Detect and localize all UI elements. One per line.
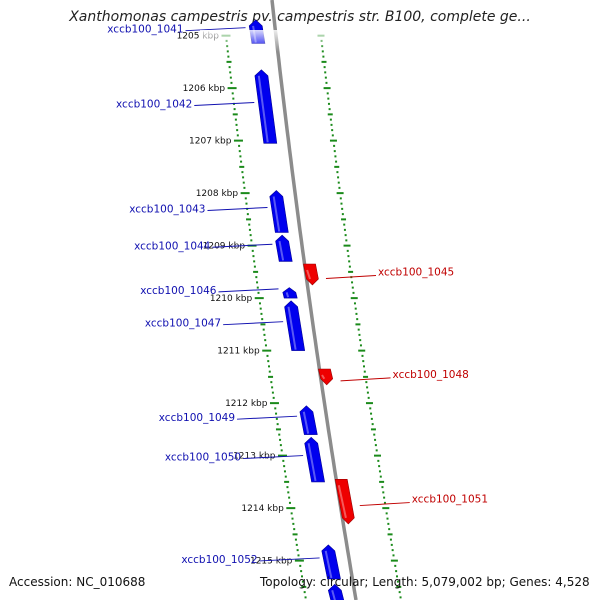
gene-label: xccb100_1051: [412, 494, 488, 506]
kbp-label: 1213 kbp: [233, 452, 276, 462]
kbp-label: 1207 kbp: [189, 137, 232, 147]
forward-gene-arrow: [284, 300, 306, 351]
reverse-gene-arrow: [303, 263, 319, 286]
gene-label-leader: [218, 288, 279, 293]
forward-gene-arrow: [254, 69, 278, 144]
gene-label: xccb100_1045: [378, 267, 454, 279]
top-fade: [200, 30, 400, 52]
gene-label-leader: [359, 502, 410, 507]
kbp-label: 1206 kbp: [183, 84, 226, 94]
gene-label-leader: [194, 102, 255, 106]
forward-gene-arrow: [327, 583, 345, 600]
kbp-label: 1205 kbp: [177, 32, 220, 42]
kbp-label: 1215 kbp: [250, 557, 293, 567]
kbp-label: 1208 kbp: [196, 189, 239, 199]
forward-gene-arrow: [269, 190, 289, 233]
gene-label: xccb100_1047: [145, 318, 221, 330]
gene-highlight: [321, 374, 326, 380]
gene-highlight: [302, 411, 310, 434]
gene-label: xccb100_1042: [116, 99, 192, 111]
reverse-gene-arrow: [318, 368, 334, 386]
gene-label-leader: [207, 207, 268, 211]
kbp-label: 1211 kbp: [217, 347, 260, 357]
gene-label-leader: [340, 377, 391, 382]
gene-label: xccb100_1049: [159, 412, 235, 424]
kbp-label: 1210 kbp: [210, 294, 253, 304]
gene-label-leader: [325, 275, 376, 279]
gene-highlight: [285, 292, 290, 298]
gene-label-leader: [185, 27, 246, 32]
forward-gene-arrow: [304, 436, 325, 483]
gene-label: xccb100_1046: [140, 285, 217, 297]
forward-gene-arrow: [275, 234, 293, 262]
gene-label: xccb100_1050: [165, 452, 241, 464]
map-title: Xanthomonas campestris pv. campestris st…: [69, 9, 531, 25]
accession-label: Accession: NC_010688: [9, 575, 146, 589]
reverse-gene-arrow: [334, 478, 355, 525]
gene-label-leader: [212, 243, 273, 248]
gene-highlight: [272, 196, 281, 232]
gene-highlight: [306, 269, 311, 280]
gene-label: xccb100_1044: [134, 240, 211, 252]
gene-label: xccb100_1043: [129, 204, 205, 216]
gene-label-leader: [259, 557, 320, 562]
forward-gene-arrow: [282, 287, 298, 299]
forward-gene-arrow: [299, 405, 318, 435]
gene-label: xccb100_1048: [393, 369, 469, 381]
gene-highlight: [257, 75, 269, 143]
kbp-label: 1212 kbp: [225, 399, 268, 409]
gene-highlight: [324, 550, 333, 579]
gene-label: xccb100_1041: [107, 24, 183, 36]
gene-label: xccb100_1052: [181, 554, 257, 566]
gene-highlight: [307, 443, 317, 482]
gene-highlight: [337, 485, 347, 519]
gene-label-leader: [243, 455, 304, 460]
gene-highlight: [287, 306, 297, 350]
topology-info: Topology: circular; Length: 5,079,002 bp…: [260, 575, 590, 589]
forward-gene-arrow: [321, 544, 341, 580]
gene-highlight: [278, 240, 285, 261]
gene-label-leader: [223, 321, 284, 326]
kbp-label: 1214 kbp: [241, 504, 284, 514]
gene-label-leader: [237, 415, 298, 420]
